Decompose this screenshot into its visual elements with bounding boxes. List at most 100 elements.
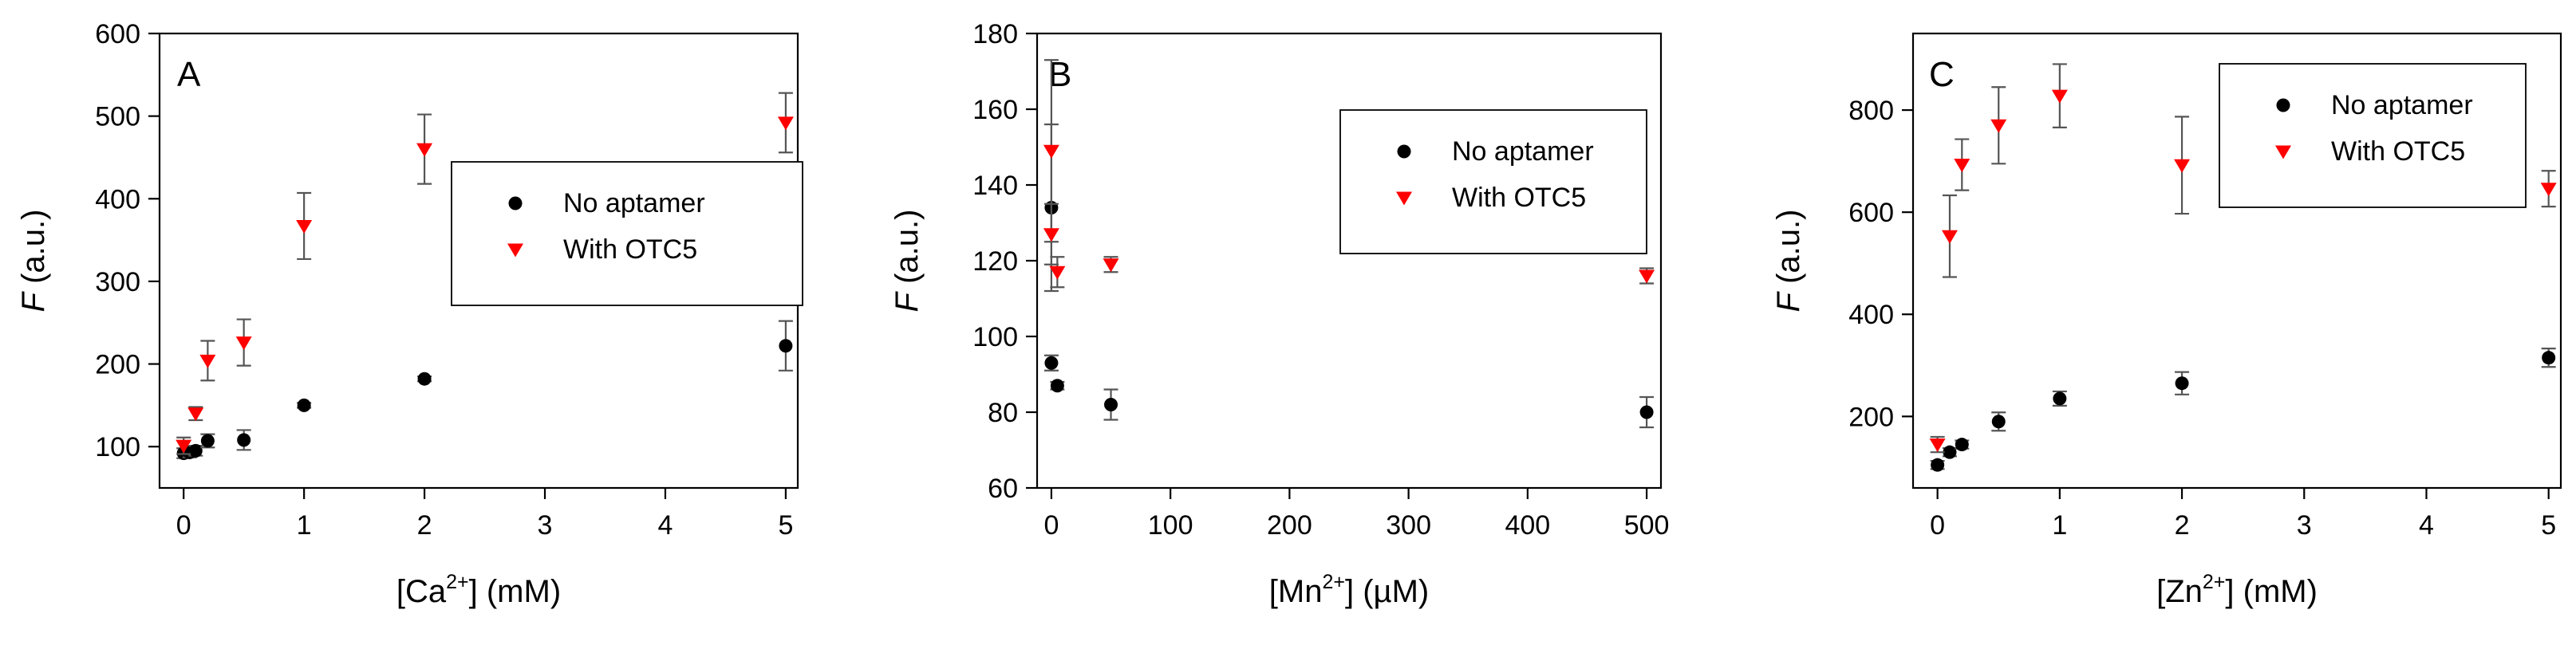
data-point [176,439,192,454]
x-tick-label-a: 2 [417,510,432,541]
x-tick-label-c: 4 [2419,510,2434,541]
x-tick-label-c: 5 [2541,510,2556,541]
data-point [297,398,311,412]
panel-c: 0 1 2 3 4 5 200 400 600 800 C [Zn2+] (mM) F (a.u.) No… [1771,32,2562,609]
x-axis-title-a: [Ca2+] (mM) [396,571,561,609]
y-tick-label-b: 100 [972,322,1018,352]
data-point [2540,183,2557,197]
x-axis-title-b: [Mn2+] (µM) [1269,571,1429,609]
data-point [200,434,215,448]
y-tick-label-b: 160 [972,95,1018,125]
x-tick-label-a: 3 [538,510,553,541]
y-tick-label-a: 300 [95,267,140,297]
panel-label-c: C [1929,55,1955,94]
legend-label: With OTC5 [1452,183,1586,213]
x-tick-label-a: 5 [778,510,793,541]
x-tick-label-c: 2 [2175,510,2190,541]
legend-label: No aptamer [2331,90,2473,120]
y-tick-label-a: 500 [95,102,140,132]
data-point [235,336,252,351]
y-tick-label-c: 200 [1848,402,1894,432]
data-point [1103,258,1119,273]
series-with-otc5-c [1929,63,2557,454]
y-tick-label-a: 100 [95,432,140,462]
data-point [2051,89,2068,104]
plot-frame-b [1036,32,1663,490]
panel-label-a: A [177,55,201,94]
data-point [1050,379,1064,393]
y-tick-label-a: 400 [95,184,140,214]
y-tick-label-c: 800 [1848,96,1894,126]
data-point [1044,356,1059,370]
legend-a: No aptamer With OTC5 [451,161,803,306]
data-point [188,443,203,458]
y-tick-label-b: 60 [988,474,1018,504]
data-point [1954,159,1970,173]
data-point [237,433,251,447]
series-with-otc5-a [176,92,794,455]
panel-a: 0 1 2 3 4 5 100 200 300 400 500 600 A [Ca2+] (mM) F (a… [16,19,803,609]
legend-label: With OTC5 [2331,136,2465,167]
x-tick-label-b: 500 [1624,510,1670,541]
legend-marker [2275,145,2291,159]
data-point [1104,398,1118,411]
data-point [779,339,793,353]
legend-box [451,161,803,306]
x-tick-label-a: 1 [297,510,312,541]
data-point [416,143,433,157]
x-tick-label-b: 100 [1148,510,1193,541]
legend-box [2219,63,2527,208]
x-tick-label-c: 3 [2297,510,2312,541]
data-point [296,219,313,234]
data-point [1931,458,1945,472]
data-point [2175,376,2189,391]
x-tick-label-c: 1 [2052,510,2067,541]
y-axis-title-c: F (a.u.) [1771,210,1806,313]
data-point [2542,351,2556,365]
x-tick-label-b: 200 [1267,510,1312,541]
data-point [417,372,432,386]
series-no-aptamer-c [1930,348,2556,472]
x-tick-label-a: 0 [176,510,191,541]
legend-label: No aptamer [1452,136,1594,167]
y-tick-label-c: 600 [1848,198,1894,228]
y-tick-label-a: 600 [95,19,140,49]
data-point [1043,144,1059,159]
x-tick-label-b: 300 [1386,510,1431,541]
data-point [199,354,216,368]
data-point [1639,269,1655,284]
legend-marker [507,243,523,258]
y-tick-label-c: 400 [1848,300,1894,330]
y-tick-label-b: 180 [972,19,1018,49]
series-with-otc5-b [1043,59,1655,289]
y-tick-label-a: 200 [95,350,140,380]
y-tick-label-b: 80 [988,398,1018,428]
data-point [187,407,204,422]
legend-c: No aptamer With OTC5 [2219,63,2527,208]
data-point [2053,391,2067,406]
data-point [1929,439,1946,453]
x-tick-label-a: 4 [658,510,673,541]
data-point [1639,405,1654,419]
legend-b: No aptamer With OTC5 [1339,109,1647,254]
data-point [1941,230,1958,244]
legend-label: No aptamer [563,188,705,218]
data-point [1043,228,1059,242]
data-point [1049,265,1066,280]
data-point [1955,438,1969,452]
series-no-aptamer-a [176,320,793,460]
y-axis-title-a: F (a.u.) [16,210,51,313]
y-tick-label-b: 120 [972,246,1018,277]
x-tick-label-c: 0 [1930,510,1945,541]
legend-marker [508,196,523,210]
legend-marker [1397,144,1411,159]
panel-b: 0 100 200 300 400 5006080100120140160180B[Mn2… [890,19,1669,609]
legend-marker [2276,98,2290,112]
data-point [1943,445,1957,459]
data-point [2174,159,2191,173]
plot-frame-c [1911,32,2562,490]
legend-box [1339,109,1647,254]
data-point [1990,119,2007,133]
x-tick-label-b: 0 [1043,510,1059,541]
